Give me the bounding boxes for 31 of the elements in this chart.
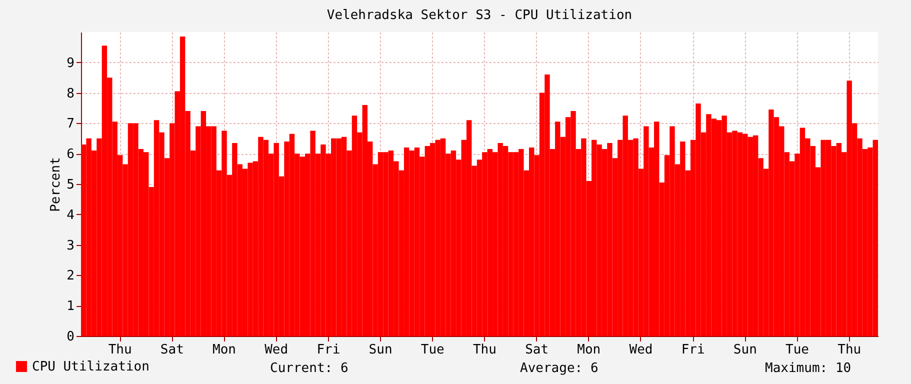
y-tick-label: 4 — [66, 208, 75, 223]
y-tick-label: 1 — [66, 299, 74, 314]
text: Maximum: 10 — [765, 361, 852, 376]
x-tick-label: Tue — [420, 342, 445, 358]
y-axis-title: Percent — [48, 157, 64, 212]
x-tick-label: Sat — [160, 342, 184, 358]
x-tick-label: Wed — [629, 342, 653, 358]
x-tick-label: Tue — [786, 342, 810, 358]
x-tick-label: Mon — [577, 342, 601, 358]
x-tick-label: Sun — [733, 342, 757, 358]
text: Current: 6 — [270, 361, 348, 376]
x-tick-label: Thu — [108, 342, 132, 358]
x-tick-label: Mon — [212, 342, 236, 358]
x-tick-label: Thu — [472, 342, 496, 358]
y-tick-label: 3 — [66, 238, 74, 254]
y-tick-label: 6 — [66, 147, 74, 162]
legend-label: CPU Utilization — [32, 360, 150, 374]
y-tick-label: 5 — [66, 178, 74, 192]
y-tick-label: 9 — [66, 56, 74, 71]
x-tick-label: Fri — [681, 342, 705, 358]
x-tick-label: Fri — [316, 342, 340, 358]
y-tick-label: 8 — [66, 86, 74, 102]
x-tick-label: Sat — [525, 342, 549, 358]
y-tick-label: 2 — [66, 268, 74, 284]
y-tick-label: 0 — [66, 330, 74, 344]
y-tick-label: 7 — [66, 116, 74, 132]
chart-title: Velehradska Sektor S3 - CPU Utilization — [326, 8, 632, 23]
x-tick-label: Thu — [838, 342, 862, 358]
x-tick-label: Sun — [368, 342, 392, 358]
x-tick-label: Wed — [264, 342, 288, 358]
text: Average: 6 — [520, 361, 598, 376]
